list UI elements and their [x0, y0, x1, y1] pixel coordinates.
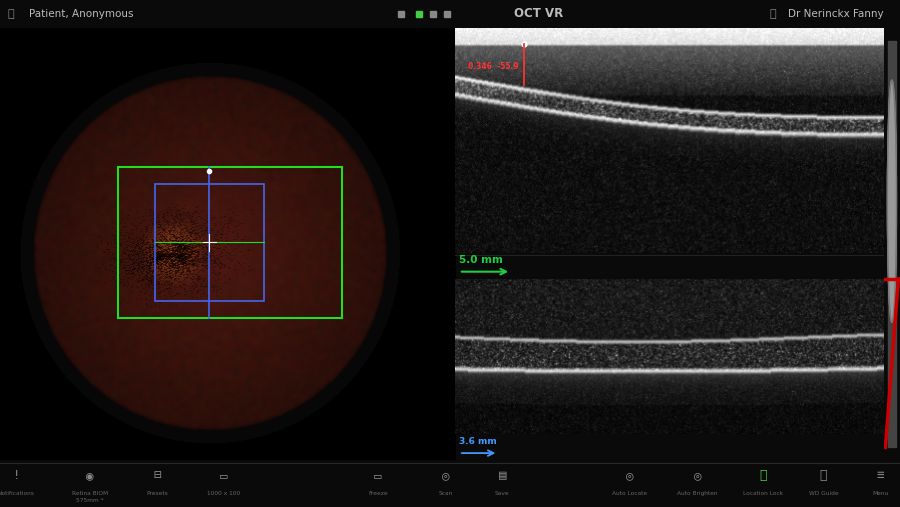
Text: OCT VR: OCT VR: [514, 7, 562, 20]
Text: 🔒: 🔒: [760, 469, 767, 482]
Text: ◉: ◉: [86, 469, 94, 482]
Text: 1000 x 100: 1000 x 100: [207, 490, 239, 495]
Text: Notifications: Notifications: [0, 490, 34, 495]
Text: ◎: ◎: [442, 469, 449, 482]
Text: ≡: ≡: [877, 469, 884, 482]
Circle shape: [887, 80, 896, 322]
Text: !: !: [13, 469, 20, 482]
Text: ▭: ▭: [374, 469, 382, 482]
Text: 👤: 👤: [770, 9, 776, 19]
Text: Scan: Scan: [438, 490, 453, 495]
Text: Freeze: Freeze: [368, 490, 388, 495]
Text: ⊟: ⊟: [154, 469, 161, 482]
Text: Dr Nerinckx Fanny: Dr Nerinckx Fanny: [788, 9, 883, 19]
Text: Location Lock: Location Lock: [743, 490, 783, 495]
Text: 0.346  -55.9: 0.346 -55.9: [468, 62, 519, 71]
Text: 575mm *: 575mm *: [76, 498, 104, 503]
Text: Auto Locate: Auto Locate: [612, 490, 648, 495]
Text: ▤: ▤: [499, 469, 506, 482]
Text: Presets: Presets: [147, 490, 168, 495]
Text: 3.6 mm: 3.6 mm: [459, 437, 497, 446]
Text: ◎: ◎: [626, 469, 634, 482]
Text: 📍: 📍: [820, 469, 827, 482]
Bar: [155, 184, 264, 301]
Text: 5.0 mm: 5.0 mm: [459, 255, 503, 265]
Text: ▭: ▭: [220, 469, 227, 482]
Bar: [119, 167, 341, 318]
Text: Retina BIOM: Retina BIOM: [72, 490, 108, 495]
Text: Patient, Anonymous: Patient, Anonymous: [29, 9, 133, 19]
Bar: [887, 42, 896, 447]
Text: WD Guide: WD Guide: [809, 490, 838, 495]
Text: Menu: Menu: [872, 490, 888, 495]
Text: 👤: 👤: [7, 9, 14, 19]
Text: Auto Brighten: Auto Brighten: [677, 490, 718, 495]
Text: Save: Save: [495, 490, 509, 495]
Text: ◎: ◎: [694, 469, 701, 482]
